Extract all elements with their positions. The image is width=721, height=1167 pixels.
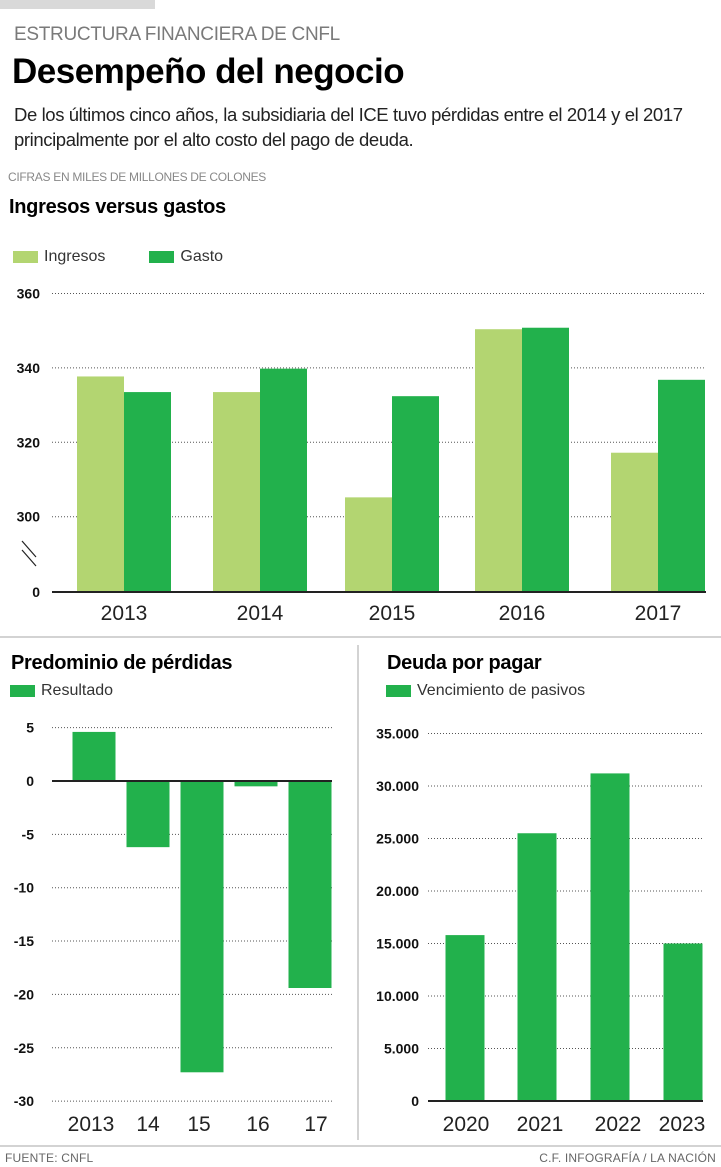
bar-ingresos-2013 [77,376,124,592]
x-tick-label: 16 [246,1113,269,1136]
footer-credit: C.F. INFOGRAFÍA / LA NACIÓN [539,1151,716,1165]
bar-gasto-2016 [522,327,569,592]
legend-label-gasto: Gasto [180,248,224,265]
bar-resultado-17 [288,781,332,988]
y-tick-label: 30.000 [376,778,419,794]
y-tick-label: 10.000 [376,988,419,1004]
x-tick-label: 2015 [369,602,416,625]
y-tick-label: 0 [26,773,34,789]
y-tick-label: 340 [17,360,41,376]
x-tick-label: 2013 [68,1113,115,1136]
bar-vencimiento-2021 [517,833,557,1101]
y-tick-label: 300 [17,509,41,525]
y-tick-label: 320 [17,434,41,450]
bar-ingresos-2016 [475,329,522,592]
legend-item-resultado: Resultado [10,682,113,700]
x-tick-label: 2017 [635,602,682,625]
legend-item-ingresos: Ingresos [13,248,105,266]
x-tick-label: 15 [187,1113,210,1136]
footer-divider [0,1145,721,1147]
y-tick-label: -15 [14,933,34,949]
legend-item-gasto: Gasto [149,248,223,266]
chart-title-deuda: Deuda por pagar [387,652,542,674]
legend-deuda: Vencimiento de pasivos [386,682,629,700]
axis-break-mark [21,540,37,558]
y-tick-label: 15.000 [376,936,419,952]
legend-item-vencimiento: Vencimiento de pasivos [386,682,585,700]
bar-gasto-2014 [260,368,307,592]
y-tick-label: 0 [411,1093,419,1109]
top-accent-bar [0,0,155,9]
bar-ingresos-2017 [611,452,658,592]
x-tick-label: 2022 [595,1113,642,1136]
x-tick-label: 2023 [659,1113,706,1136]
y-tick-label: 0 [32,584,40,600]
bar-gasto-2013 [124,392,171,592]
page-title: Desempeño del negocio [12,52,405,91]
x-tick-label: 2020 [443,1113,490,1136]
x-tick-label: 17 [304,1113,327,1136]
y-tick-label: -30 [14,1093,34,1109]
bar-vencimiento-2022 [590,773,630,1101]
bar-resultado-15 [180,781,224,1073]
x-tick-label: 14 [136,1113,160,1136]
x-tick-label: 2014 [237,602,284,625]
x-tick-label: 2013 [101,602,148,625]
kicker: ESTRUCTURA FINANCIERA DE CNFL [14,24,340,45]
y-tick-label: -20 [14,986,34,1002]
y-tick-label: 360 [17,286,41,302]
bar-gasto-2015 [392,396,439,592]
footer-source: FUENTE: CNFL [5,1151,94,1165]
chart-title-resultado: Predominio de pérdidas [11,652,233,674]
y-tick-label: 25.000 [376,831,419,847]
bar-gasto-2017 [658,379,705,592]
bar-resultado-2013 [72,731,116,781]
legend-swatch-vencimiento [386,685,411,697]
column-divider [357,645,359,1140]
bar-resultado-14 [126,781,170,848]
y-tick-label: -25 [14,1040,34,1056]
bar-vencimiento-2023 [663,943,703,1101]
axis-break-mark [21,549,37,567]
y-tick-label: 5 [26,720,34,736]
bar-resultado-16 [234,781,278,787]
y-tick-label: 20.000 [376,883,419,899]
legend-swatch-resultado [10,685,35,697]
bar-vencimiento-2020 [445,935,485,1101]
units-note: CIFRAS EN MILES DE MILLONES DE COLONES [8,170,266,184]
legend-resultado: Resultado [10,682,157,700]
section-divider [0,636,721,638]
legend-swatch-gasto [149,251,175,263]
legend-label-ingresos: Ingresos [44,248,106,265]
y-tick-label: 35.000 [376,726,419,742]
legend-swatch-ingresos [13,251,38,263]
x-tick-label: 2016 [499,602,546,625]
chart-resultado: 5 0 -5 -10 -15 -20 -25 -30 2013 14 15 16 17 [14,720,332,1136]
bar-ingresos-2014 [213,392,260,592]
chart-title-ingresos-gastos: Ingresos versus gastos [9,196,226,218]
y-tick-label: -10 [14,880,34,896]
dek-text: De los últimos cinco años, la subsidiari… [14,104,683,150]
legend-label-resultado: Resultado [41,682,114,699]
legend-label-vencimiento: Vencimiento de pasivos [417,682,586,699]
bar-ingresos-2015 [345,497,392,592]
x-tick-label: 2021 [517,1113,564,1136]
y-tick-label: 5.000 [384,1041,419,1057]
y-tick-label: -5 [22,826,35,842]
chart-ingresos-gastos: 0 300 320 340 360 2013 2014 2015 2016 2017 [17,286,706,625]
legend-ingresos-gastos: Ingresos Gasto [13,248,267,266]
